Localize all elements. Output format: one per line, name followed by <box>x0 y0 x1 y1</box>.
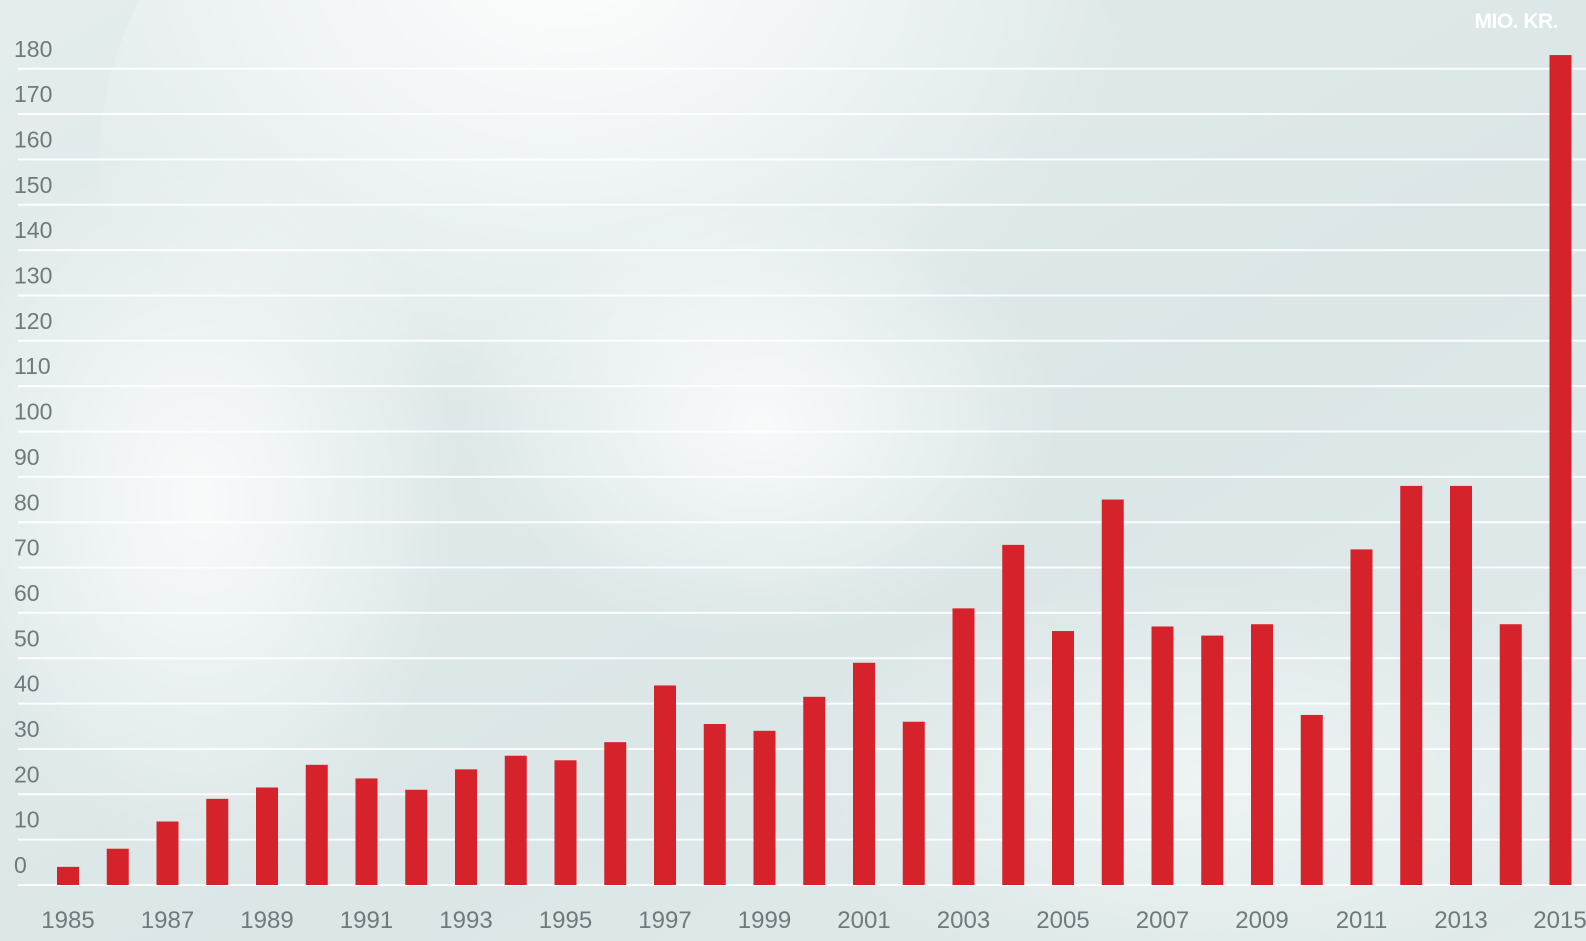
bar-2005 <box>1052 631 1074 885</box>
bar-2006 <box>1101 499 1124 885</box>
y-tick-label: 10 <box>14 807 40 833</box>
bar-1993 <box>455 769 477 885</box>
y-tick-label: 60 <box>14 580 40 606</box>
y-axis-tick-labels: 0 10 20 30 40 50 60 70 80 90 100 110 120 130 140 150 160… <box>14 36 52 878</box>
y-tick-label: 90 <box>14 444 40 470</box>
y-tick-label: 130 <box>14 263 52 289</box>
bar-2001 <box>853 662 875 885</box>
bar-2015 <box>1549 55 1572 886</box>
x-tick-label: 2015 <box>1533 907 1586 934</box>
bar-1992 <box>405 789 428 885</box>
bar-1988 <box>206 798 229 885</box>
bar-2009 <box>1251 624 1273 885</box>
bar-1997 <box>654 685 676 885</box>
x-tick-label: 1989 <box>240 907 293 934</box>
x-tick-label: 2011 <box>1336 907 1388 934</box>
gridlines <box>18 67 1586 886</box>
bar-2008 <box>1201 635 1224 885</box>
y-tick-label: 40 <box>14 671 40 697</box>
x-tick-label: 1997 <box>638 907 691 934</box>
y-tick-label: 100 <box>14 399 52 425</box>
y-tick-label: 160 <box>14 126 52 152</box>
bar-2012 <box>1400 485 1423 885</box>
bar-1987 <box>156 821 179 885</box>
y-tick-label: 20 <box>14 761 40 787</box>
y-tick-label: 30 <box>14 716 40 742</box>
bar-2014 <box>1499 624 1522 885</box>
bar-2003 <box>952 608 975 885</box>
x-tick-label: 2009 <box>1235 907 1288 934</box>
bar-1998 <box>703 724 726 885</box>
unit-label: MIO. KR. <box>1474 10 1559 33</box>
bar-1996 <box>604 742 627 885</box>
bar-2002 <box>902 721 925 885</box>
bar-1985 <box>57 866 79 885</box>
bar-1989 <box>256 787 278 885</box>
y-tick-label: 70 <box>14 535 40 561</box>
y-tick-label: 140 <box>14 217 52 243</box>
x-tick-label: 1991 <box>340 907 393 934</box>
x-tick-label: 2013 <box>1434 907 1487 934</box>
x-tick-label: 2003 <box>937 907 990 934</box>
bar-1995 <box>554 760 577 885</box>
y-tick-label: 150 <box>14 172 52 198</box>
bars <box>57 55 1572 886</box>
x-tick-label: 2005 <box>1036 907 1089 934</box>
bar-2011 <box>1350 549 1373 885</box>
y-tick-label: 0 <box>14 852 27 878</box>
bar-2004 <box>1002 544 1025 885</box>
x-tick-label: 2001 <box>837 907 890 934</box>
y-tick-label: 180 <box>14 36 52 62</box>
bar-1986 <box>106 848 129 885</box>
y-tick-label: 120 <box>14 308 52 334</box>
x-axis-tick-labels: 1985 1987 1989 1991 1993 1995 1997 1999 2001 2003… <box>41 907 1586 934</box>
bar-2010 <box>1300 714 1323 885</box>
bar-2013 <box>1450 485 1472 885</box>
y-tick-label: 110 <box>14 353 51 379</box>
bar-2000 <box>803 696 826 885</box>
x-tick-label: 1993 <box>439 907 492 934</box>
y-tick-label: 170 <box>14 81 52 107</box>
y-tick-label: 80 <box>14 489 40 515</box>
x-tick-label: 1987 <box>141 907 194 934</box>
y-tick-label: 50 <box>14 625 40 651</box>
x-tick-label: 1995 <box>539 907 592 934</box>
bar-1990 <box>305 764 328 885</box>
bar-1999 <box>753 730 776 885</box>
x-tick-label: 1985 <box>41 907 94 934</box>
bar-1994 <box>504 755 527 885</box>
x-tick-label: 1999 <box>738 907 791 934</box>
bar-2007 <box>1151 626 1174 885</box>
bar-1991 <box>355 778 378 885</box>
x-tick-label: 2007 <box>1136 907 1189 934</box>
